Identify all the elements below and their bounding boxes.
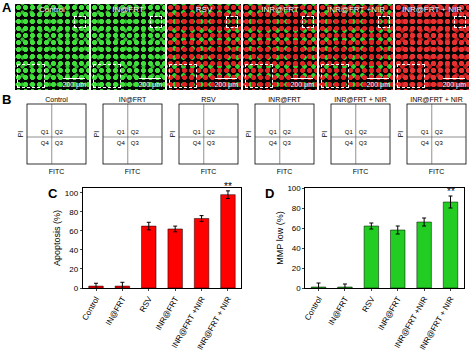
svg-text:PI: PI [169,131,176,138]
html-text:Control: Control [39,5,65,14]
svg-text:C: C [48,186,58,201]
svg-text:Control: Control [303,295,324,322]
svg-text:INR@FRT + NIR: INR@FRT + NIR [418,295,456,352]
html-text:INR@FRT: INR@FRT [261,5,299,14]
svg-text:Q3: Q3 [55,140,64,146]
svg-text:FITC: FITC [353,168,369,175]
svg-text:40: 40 [292,244,301,253]
html-text:RSV: RSV [195,5,213,14]
svg-text:Q1: Q1 [345,129,354,135]
svg-text:Q1: Q1 [193,129,202,135]
svg-text:Q2: Q2 [359,129,368,135]
svg-text:PI: PI [397,131,404,138]
html-text:200 μm: 200 μm [290,81,314,88]
svg-text:INR@FRT: INR@FRT [376,295,403,332]
svg-text:**: ** [224,181,232,192]
svg-text:INR@FRT + NIR: INR@FRT + NIR [195,295,233,352]
svg-text:IN@FRT: IN@FRT [327,295,351,327]
svg-text:FITC: FITC [125,168,141,175]
svg-text:INR@FRT +NIR: INR@FRT +NIR [170,295,207,350]
svg-text:80: 80 [292,204,301,213]
svg-text:Control: Control [45,96,68,103]
svg-text:IN@FRT: IN@FRT [119,96,147,103]
svg-text:Q1: Q1 [117,129,126,135]
svg-text:FITC: FITC [49,168,65,175]
svg-text:Q1: Q1 [269,129,278,135]
svg-text:Q3: Q3 [283,140,292,146]
svg-text:0: 0 [74,284,79,293]
svg-text:60: 60 [69,227,78,236]
svg-text:Q2: Q2 [207,129,216,135]
svg-text:INR@FRT + NIR: INR@FRT + NIR [410,96,463,103]
svg-text:Q4: Q4 [117,140,126,146]
svg-text:INR@FRT +NIR: INR@FRT +NIR [393,295,430,350]
svg-text:Q3: Q3 [131,140,140,146]
svg-text:100: 100 [65,189,79,198]
svg-text:Q2: Q2 [435,129,444,135]
svg-text:D: D [265,186,274,201]
svg-text:100: 100 [287,184,301,193]
svg-text:0: 0 [296,284,301,293]
svg-text:Q4: Q4 [421,140,430,146]
svg-text:Q3: Q3 [207,140,216,146]
svg-text:Q4: Q4 [345,140,354,146]
html-text:200 μm: 200 μm [62,81,86,88]
svg-text:20: 20 [292,264,301,273]
svg-text:40: 40 [69,246,78,255]
svg-text:Q3: Q3 [435,140,444,146]
svg-text:Q2: Q2 [283,129,292,135]
svg-text:MMP low (%): MMP low (%) [275,211,285,264]
svg-text:Q2: Q2 [55,129,64,135]
html-text:B: B [2,92,12,107]
svg-text:RSV: RSV [138,295,154,314]
html-text:200 μm: 200 μm [366,81,390,88]
svg-text:**: ** [447,186,455,197]
svg-text:Q1: Q1 [421,129,430,135]
svg-text:RSV: RSV [201,96,216,103]
html-text:A: A [2,0,12,15]
html-text:INR@FRT + NIR: INR@FRT + NIR [402,5,462,14]
svg-text:Q3: Q3 [359,140,368,146]
svg-text:RSV: RSV [361,295,377,314]
svg-text:Apoptosis (%): Apoptosis (%) [52,210,62,266]
svg-text:PI: PI [93,131,100,138]
svg-text:80: 80 [69,208,78,217]
svg-text:Q2: Q2 [131,129,140,135]
svg-text:60: 60 [292,224,301,233]
svg-text:Control: Control [81,295,102,322]
html-text:200 μm: 200 μm [138,81,162,88]
svg-text:INR@FRT: INR@FRT [154,295,181,332]
svg-text:FITC: FITC [429,168,445,175]
svg-text:IN@FRT: IN@FRT [104,295,128,327]
svg-text:FITC: FITC [201,168,217,175]
svg-text:Q4: Q4 [41,140,50,146]
svg-text:20: 20 [69,265,78,274]
svg-text:Q4: Q4 [193,140,202,146]
html-text:200 μm: 200 μm [214,81,238,88]
html-text:INR@FRT +NIR: INR@FRT +NIR [327,5,385,14]
svg-text:FITC: FITC [277,168,293,175]
svg-text:PI: PI [245,131,252,138]
svg-text:PI: PI [321,131,328,138]
svg-text:Q4: Q4 [269,140,278,146]
svg-text:Q1: Q1 [41,129,50,135]
svg-text:INR@FRT + NIR: INR@FRT + NIR [334,96,387,103]
html-text:200 μm: 200 μm [442,81,466,88]
svg-text:PI: PI [17,131,24,138]
svg-text:INR@FRT: INR@FRT [268,96,301,103]
html-text:IN@FRT: IN@FRT [112,5,144,14]
